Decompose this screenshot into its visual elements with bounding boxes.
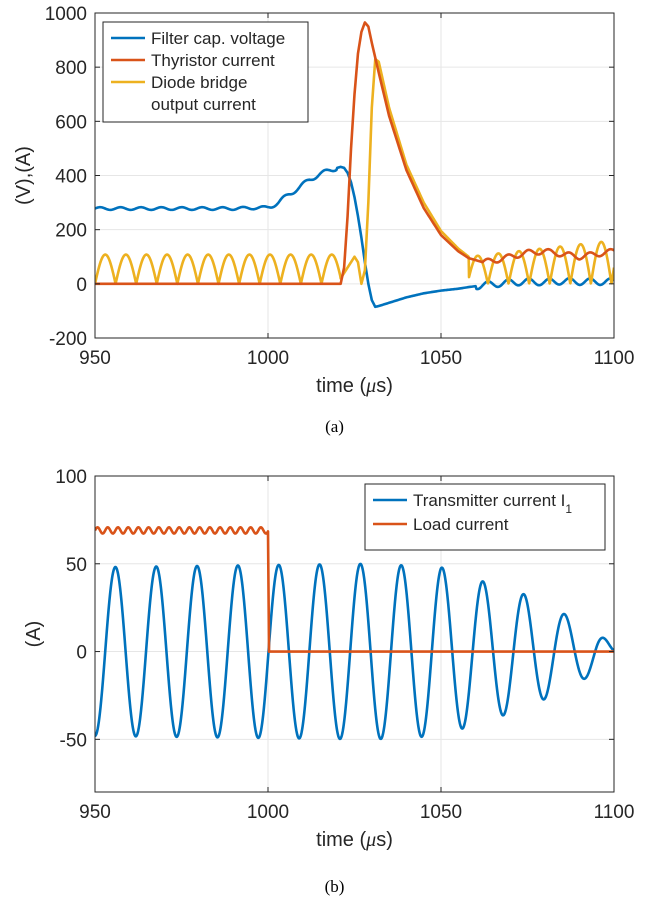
series-line-transmitter-current-i1 xyxy=(95,562,614,741)
y-tick-label: 200 xyxy=(55,221,87,242)
x-axis-label-greek: μ xyxy=(365,375,376,397)
figure-caption: (b) xyxy=(325,877,345,896)
legend-label: output current xyxy=(151,95,256,114)
legend-label-text: Filter cap. voltage xyxy=(151,29,285,48)
x-tick-label: 1100 xyxy=(594,348,635,369)
legend-label: Load current xyxy=(413,515,509,534)
y-tick-label: 600 xyxy=(55,112,87,133)
y-tick-label: -200 xyxy=(49,329,87,350)
y-tick-label: 50 xyxy=(66,555,87,576)
legend-label-text: output current xyxy=(151,95,256,114)
y-tick-label: 0 xyxy=(76,275,87,296)
figure-caption: (a) xyxy=(325,417,344,436)
legend-label-text: Transmitter current I xyxy=(413,491,565,510)
x-tick-label: 1000 xyxy=(247,802,289,823)
x-axis-label-main: time ( xyxy=(316,375,366,397)
legend-label: Thyristor current xyxy=(151,51,275,70)
x-tick-label: 1100 xyxy=(594,802,635,823)
x-axis-label: time (μs) xyxy=(316,829,393,851)
y-axis-label: (V),(A) xyxy=(13,146,35,205)
y-tick-label: 100 xyxy=(55,467,87,488)
y-tick-label: 400 xyxy=(55,167,87,188)
series-line-diode-bridge-output-current xyxy=(95,57,614,286)
y-axis-label: (A) xyxy=(23,621,45,648)
chart-panel-b: 950 1000 1050 1100 -50 0 50 100 time (μs) (A) (b) T… xyxy=(23,467,634,896)
x-axis-label-unit: s) xyxy=(376,829,393,851)
y-tick-label: 800 xyxy=(55,58,87,79)
x-axis-label-greek: μ xyxy=(365,829,376,851)
legend-label-subscript: 1 xyxy=(565,502,572,516)
x-tick-label: 1050 xyxy=(420,348,462,369)
legend-box xyxy=(364,483,606,551)
legend-label: Transmitter current I1 xyxy=(413,491,572,516)
axes-box xyxy=(94,475,615,793)
x-axis-label-unit: s) xyxy=(376,375,393,397)
legend-label-text: Thyristor current xyxy=(151,51,275,70)
legend-label: Diode bridge xyxy=(151,73,247,92)
legend: Filter cap. voltage Thyristor current Diod… xyxy=(102,21,309,123)
series-line-load-current xyxy=(95,525,614,653)
y-tick-label: 0 xyxy=(76,643,87,664)
x-tick-label: 1000 xyxy=(247,348,289,369)
legend-label-text: Diode bridge xyxy=(151,73,247,92)
x-tick-label: 1050 xyxy=(420,802,462,823)
x-axis-label: time (μs) xyxy=(316,375,393,397)
x-tick-label: 950 xyxy=(79,802,111,823)
y-tick-label: -50 xyxy=(60,730,87,751)
legend-label: Filter cap. voltage xyxy=(151,29,285,48)
x-tick-label: 950 xyxy=(79,348,111,369)
y-tick-label: 1000 xyxy=(45,4,87,25)
series-line-thyristor-current xyxy=(95,21,614,286)
legend-label-text: Load current xyxy=(413,515,509,534)
x-axis-label-main: time ( xyxy=(316,829,366,851)
chart-panel-a: 950 1000 1050 1100 -200 0 200 400 600 800 1000 time… xyxy=(13,4,634,436)
